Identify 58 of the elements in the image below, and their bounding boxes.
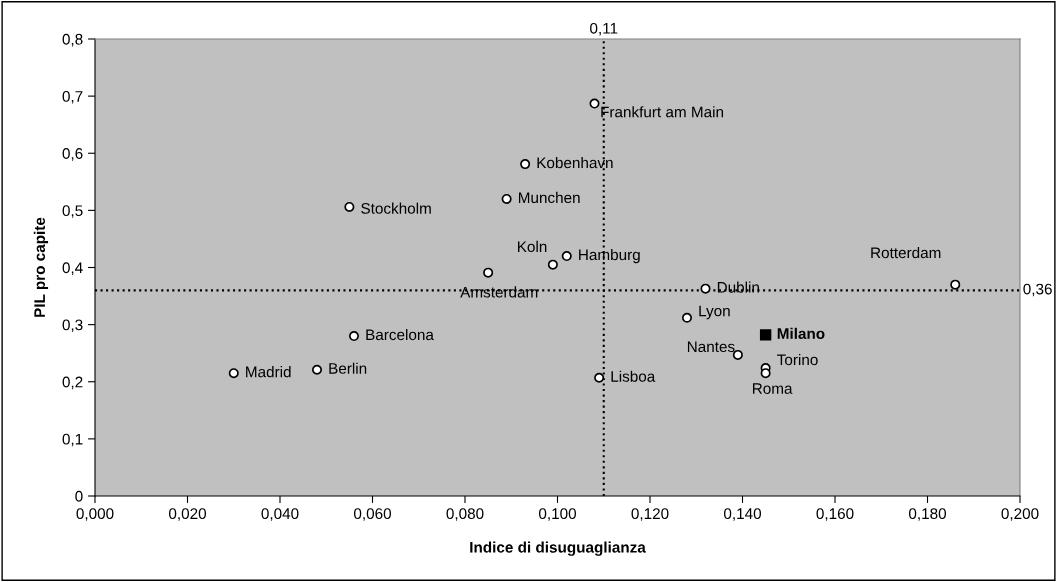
annotation: Lyon <box>699 305 730 320</box>
point <box>547 259 558 270</box>
point <box>950 279 961 290</box>
annotation: Barcelona <box>366 328 434 341</box>
annotation: Roma <box>752 383 793 394</box>
x-tick-label: 0,000 <box>76 508 114 521</box>
annotation: Rotterdam <box>871 246 941 259</box>
point <box>520 159 531 170</box>
y-tick-label: 0,1 <box>62 433 83 447</box>
y-tick-label: 0,2 <box>62 376 83 390</box>
y-tick-label: 0,5 <box>62 205 83 218</box>
point <box>589 98 600 109</box>
x-tick-label: 0,160 <box>816 508 854 521</box>
y-tick-label: 0 <box>75 490 83 502</box>
annotation: Berlin <box>329 362 367 374</box>
annotation: Stockholm <box>361 202 431 214</box>
x-tick-label: 0,140 <box>723 508 762 521</box>
point <box>759 329 772 341</box>
x-tick-label: 0,120 <box>631 508 669 521</box>
y-tick-label: 0,3 <box>62 319 83 333</box>
point <box>594 372 605 383</box>
x-tick-label: 0,060 <box>353 508 392 521</box>
y-tick-label: 0,6 <box>62 148 83 161</box>
point <box>681 312 693 323</box>
annotation: Amsterdam <box>460 286 538 298</box>
point <box>311 364 323 375</box>
annotation: Torino <box>777 353 818 366</box>
annotation: Lisboa <box>611 370 656 382</box>
x-tick-label: 0,200 <box>1001 508 1039 521</box>
point <box>483 267 494 278</box>
ref-line-label: 0,36 <box>1023 283 1052 297</box>
y-tick-label: 0,4 <box>62 262 83 275</box>
annotation: Frankfurt am Main <box>601 106 724 118</box>
annotation: Milano <box>777 327 825 340</box>
point <box>760 368 771 379</box>
annotation: Dublin <box>717 281 759 293</box>
x-tick-label: 0,180 <box>908 508 947 521</box>
ref-line-label: 0,11 <box>590 22 618 36</box>
x-tick-label: 0,020 <box>168 508 207 521</box>
point <box>228 368 239 379</box>
annotation: Hamburg <box>579 248 640 264</box>
annotation: Koln <box>518 240 547 253</box>
annotation: Madrid <box>246 366 291 378</box>
point <box>561 251 572 262</box>
x-tick-label: 0,040 <box>261 508 299 521</box>
y-tick-label: 0,7 <box>62 90 83 104</box>
point <box>700 283 711 294</box>
x-tick-label: 0,080 <box>446 508 484 521</box>
annotation: Nantes <box>687 341 735 353</box>
y-axis-title: PIL pro capite <box>33 217 49 317</box>
point <box>348 331 360 342</box>
point <box>344 201 355 212</box>
y-tick-label: 0,8 <box>62 33 83 47</box>
x-tick-label: 0,100 <box>538 508 577 521</box>
annotation: Munchen <box>518 191 580 204</box>
annotation: Kobenhavn <box>537 156 613 169</box>
point <box>501 193 512 204</box>
x-axis-title: Indice di disuguaglianza <box>470 541 646 556</box>
